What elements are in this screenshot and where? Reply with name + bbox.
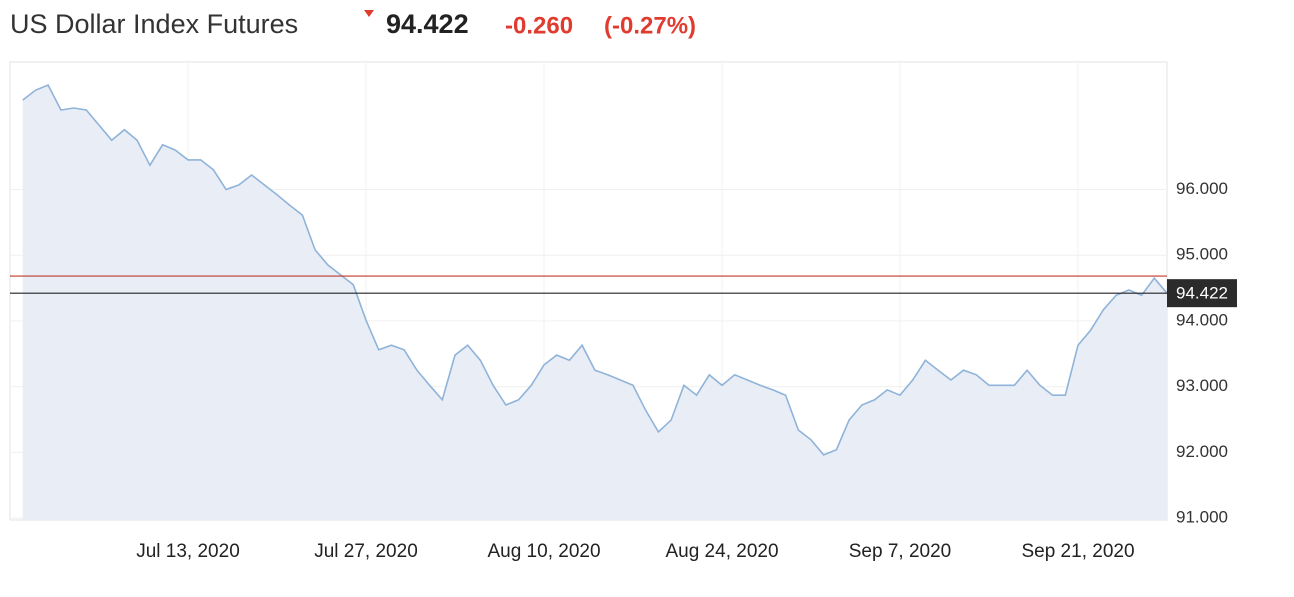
price-tag-label: 94.422 bbox=[1176, 284, 1228, 303]
last-price: 94.422 bbox=[386, 9, 469, 39]
y-tick-label: 93.000 bbox=[1176, 376, 1228, 395]
change: -0.260 bbox=[505, 12, 573, 39]
y-tick-label: 95.000 bbox=[1176, 245, 1228, 264]
y-tick-label: 96.000 bbox=[1176, 179, 1228, 198]
x-tick-label: Jul 27, 2020 bbox=[314, 541, 418, 562]
y-tick-label: 94.000 bbox=[1176, 310, 1228, 329]
x-tick-label: Jul 13, 2020 bbox=[136, 541, 240, 562]
x-tick-label: Sep 21, 2020 bbox=[1021, 541, 1134, 562]
price-tag bbox=[1167, 279, 1237, 308]
x-tick-label: Aug 24, 2020 bbox=[665, 541, 778, 562]
x-tick-label: Aug 10, 2020 bbox=[487, 541, 600, 562]
change-percent: (-0.27%) bbox=[604, 12, 696, 39]
chart-title: US Dollar Index Futures bbox=[10, 9, 298, 39]
y-tick-label: 92.000 bbox=[1176, 442, 1228, 461]
plot: 91.000 92.000 93.000 94.000 95.000 96.000 Jul … bbox=[10, 62, 1237, 562]
down-arrow bbox=[364, 10, 374, 17]
y-tick-label: 91.000 bbox=[1176, 508, 1228, 527]
area-fill bbox=[22, 85, 1168, 520]
x-tick-label: Sep 7, 2020 bbox=[849, 541, 951, 562]
price-line bbox=[22, 83, 1168, 456]
